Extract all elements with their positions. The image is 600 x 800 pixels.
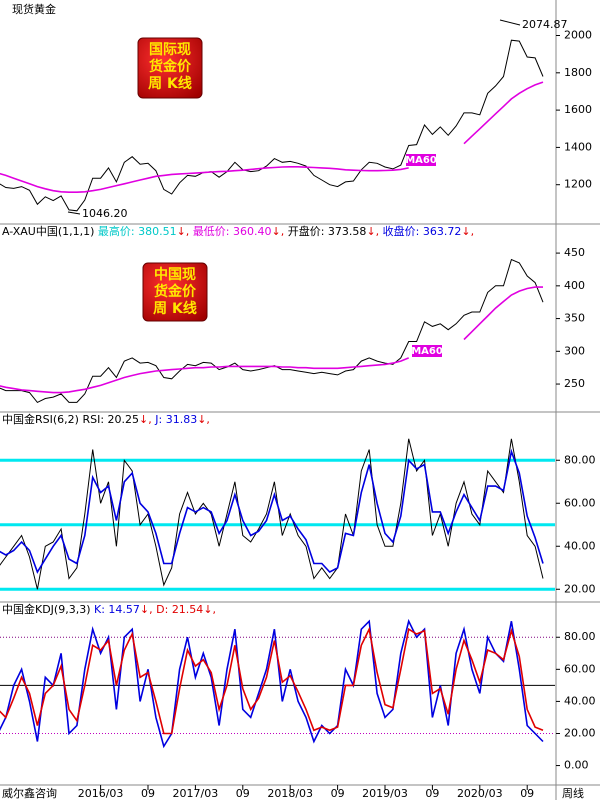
- y-tick-label: 80.00: [564, 453, 596, 466]
- y-tick-label: 0.00: [564, 759, 589, 772]
- y-tick-label: 2000: [564, 29, 592, 42]
- y-tick-label: 300: [564, 344, 585, 357]
- legend-item: ↓,: [197, 413, 210, 426]
- ma-label-box: [406, 154, 436, 166]
- ma-label-box: [412, 345, 442, 357]
- badge-line: 货金价: [153, 283, 197, 300]
- x-tick-label: 2020/03: [457, 787, 503, 800]
- series-line: [0, 438, 544, 590]
- ma-label: MA60: [411, 346, 443, 357]
- x-tick-label: 2017/03: [173, 787, 219, 800]
- badge-line: 周 K线: [148, 75, 192, 92]
- series-line: [0, 81, 544, 193]
- y-tick-label: 20.00: [564, 582, 596, 595]
- chart-title: 现货黄金: [12, 2, 56, 16]
- y-tick-label: 1800: [564, 66, 592, 79]
- annotation-pointer: [499, 19, 521, 26]
- legend-item: 收盘价: 363.72: [383, 224, 462, 238]
- legend-item: RSI: 20.25: [82, 413, 139, 426]
- annotation: 1046.20: [82, 207, 128, 220]
- badge-line: 国际现: [149, 42, 191, 58]
- legend-item: J: 31.83: [154, 413, 197, 426]
- legend-item: 中国金RSI(6,2): [2, 412, 82, 426]
- y-tick-label: 450: [564, 246, 585, 259]
- y-tick-label: 250: [564, 377, 585, 390]
- y-tick-label: 1400: [564, 140, 592, 153]
- y-tick-label: 350: [564, 312, 585, 325]
- series-line: [0, 626, 544, 735]
- x-tick-label: 2016/03: [78, 787, 124, 800]
- series-line: [0, 286, 543, 394]
- y-tick-label: 40.00: [564, 539, 596, 552]
- y-tick-label: 40.00: [564, 694, 596, 707]
- badge-box: [137, 37, 203, 99]
- legend-item: ↓,: [203, 603, 216, 616]
- y-tick-label: 60.00: [564, 662, 596, 675]
- legend-item: ↓,: [140, 603, 156, 616]
- x-tick-label: 2018/03: [267, 787, 313, 800]
- badge-line: 货金价: [148, 58, 192, 75]
- legend-item: 最高价: 380.51: [98, 224, 177, 238]
- legend-item: A-XAU中国(1,1,1): [2, 225, 98, 238]
- legend-item: ↓,: [272, 225, 288, 238]
- legend: 中国金RSI(6,2) RSI: 20.25↓, J: 31.83↓,: [2, 412, 210, 426]
- badge-line: 中国现: [154, 266, 196, 283]
- legend-item: ↓,: [366, 225, 382, 238]
- badge-box: [142, 262, 208, 322]
- badge-line: 周 K线: [153, 300, 197, 317]
- y-tick-label: 20.00: [564, 726, 596, 739]
- series-line: [0, 448, 544, 574]
- legend-item: D: 21.54: [156, 603, 203, 616]
- legend: 中国金KDJ(9,3,3) K: 14.57↓, D: 21.54↓,: [2, 602, 216, 616]
- y-tick-label: 1200: [564, 178, 592, 191]
- footer-left: 威尔鑫咨询: [2, 786, 57, 800]
- legend-item: 开盘价: 373.58: [288, 224, 367, 238]
- badge: 国际现 货金价 周 K线 中国现 货金价 周 K线: [137, 37, 208, 322]
- legend-item: ↓,: [461, 225, 474, 238]
- series-line: [0, 39, 544, 212]
- x-tick-label: 09: [331, 787, 345, 800]
- x-tick-label: 09: [141, 787, 155, 800]
- legend: A-XAU中国(1,1,1) 最高价: 380.51↓, 最低价: 360.40…: [2, 224, 474, 238]
- y-tick-label: 400: [564, 279, 585, 292]
- annotation: 2074.87: [522, 18, 568, 31]
- x-tick-label: 2019/03: [362, 787, 408, 800]
- footer-right: 周线: [562, 786, 584, 800]
- legend-item: 中国金KDJ(9,3,3): [2, 602, 94, 616]
- annotation-pointer: [67, 211, 81, 215]
- y-tick-label: 80.00: [564, 630, 596, 643]
- legend-item: K: 14.57: [94, 603, 140, 616]
- x-tick-label: 09: [520, 787, 534, 800]
- ma-label: MA60: [405, 155, 437, 166]
- legend-item: ↓,: [177, 225, 193, 238]
- x-tick-label: 09: [425, 787, 439, 800]
- y-tick-label: 1600: [564, 103, 592, 116]
- series-line: [0, 258, 544, 404]
- legend-item: 最低价: 360.40: [193, 225, 272, 238]
- legend-item: ↓,: [139, 413, 155, 426]
- y-tick-label: 60.00: [564, 496, 596, 509]
- plots: [0, 39, 555, 749]
- x-tick-label: 09: [236, 787, 250, 800]
